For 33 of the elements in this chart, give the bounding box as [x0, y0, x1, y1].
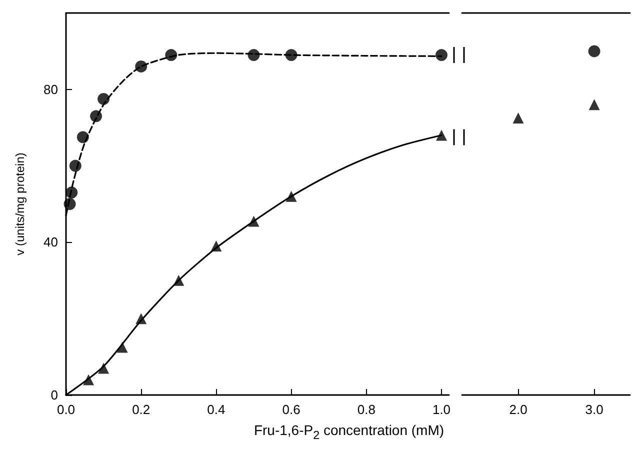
point — [173, 274, 184, 286]
x-tick-label: 3.0 — [585, 402, 604, 417]
point — [248, 216, 260, 227]
point — [285, 49, 298, 62]
y-tick-label: 80 — [44, 82, 58, 97]
point — [436, 49, 448, 62]
y-tick-label: 0 — [50, 388, 58, 402]
x-axis-title: Fru-1,6-P$_{2}$ concentration (mM) — [252, 422, 446, 442]
point — [116, 342, 128, 353]
point — [436, 130, 447, 141]
point — [248, 49, 260, 62]
point — [210, 240, 222, 252]
y-axis-title: v (units/mg protein) — [13, 152, 27, 256]
point — [135, 60, 148, 72]
point — [66, 186, 78, 199]
x-tick-label: 0.8 — [357, 402, 376, 417]
point — [98, 92, 110, 105]
point — [286, 190, 297, 202]
point — [136, 313, 147, 324]
x-tick-label: 2.0 — [509, 402, 528, 417]
point — [69, 160, 82, 172]
x-tick-label: 0.2 — [132, 402, 150, 417]
point — [76, 131, 89, 144]
point — [83, 374, 94, 386]
point — [165, 49, 178, 62]
x-tick-label: 0.6 — [282, 402, 300, 417]
point — [64, 198, 76, 210]
point — [98, 362, 110, 374]
point — [90, 110, 102, 122]
x-tick-label: 0.0 — [56, 402, 76, 417]
x-tick-label: 0.4 — [207, 402, 226, 417]
x-tick-label: 1.0 — [432, 402, 451, 417]
y-tick-label: 40 — [44, 234, 58, 250]
